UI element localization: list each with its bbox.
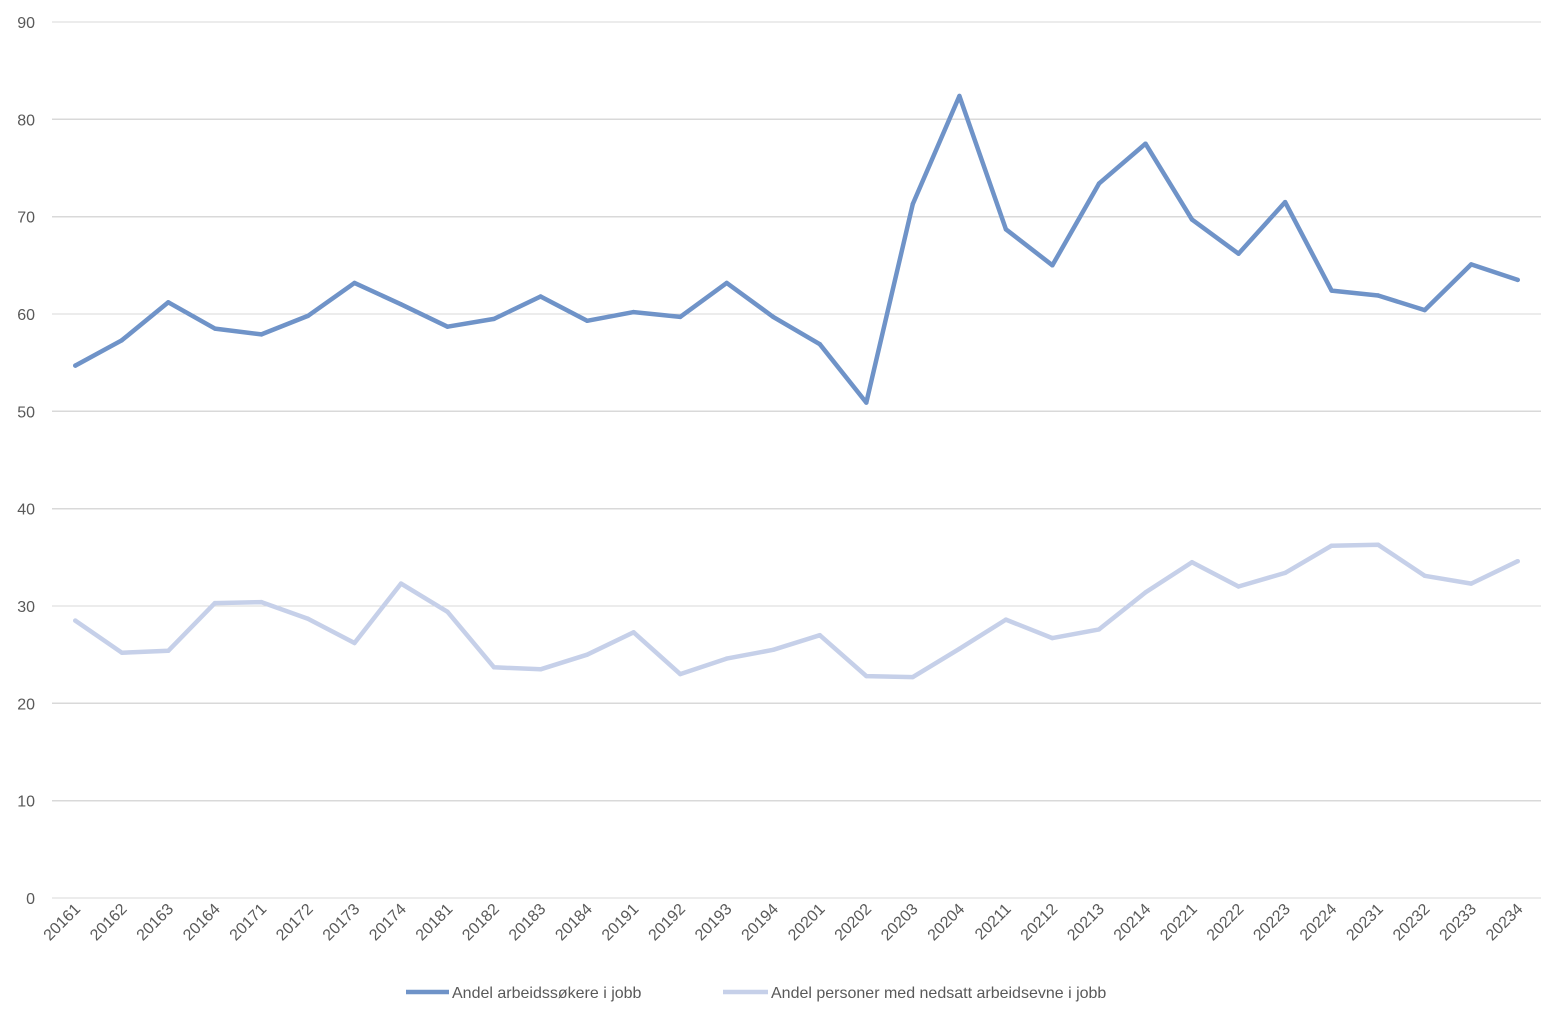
y-tick-label: 10 xyxy=(17,794,35,811)
data-point xyxy=(1003,227,1009,232)
data-point xyxy=(584,318,590,323)
data-point xyxy=(538,667,543,672)
data-point xyxy=(1515,559,1520,564)
data-point xyxy=(864,400,869,405)
data-point xyxy=(445,609,450,614)
data-point xyxy=(1329,288,1334,293)
data-point xyxy=(1282,199,1288,205)
data-point xyxy=(910,201,915,207)
data-point xyxy=(1375,293,1381,298)
data-point xyxy=(1003,617,1009,622)
data-point xyxy=(1096,181,1102,186)
data-point xyxy=(212,600,218,606)
data-point xyxy=(398,581,404,586)
legend-item-2: Andel personer med nedsatt arbeidsevne i… xyxy=(723,985,1106,1002)
y-tick-label: 70 xyxy=(17,210,35,227)
data-point xyxy=(445,324,450,329)
y-tick-label: 0 xyxy=(26,891,35,908)
legend: Andel arbeidssøkere i jobb Andel persone… xyxy=(406,985,1106,1002)
series-line-2 xyxy=(73,542,1520,680)
y-tick-label: 20 xyxy=(17,696,35,713)
series-lines xyxy=(73,93,1520,680)
data-point xyxy=(1282,570,1288,576)
data-point xyxy=(73,618,78,623)
legend-item-1: Andel arbeidssøkere i jobb xyxy=(406,985,642,1002)
data-point xyxy=(352,640,357,646)
data-point xyxy=(724,280,729,286)
data-point xyxy=(678,671,683,677)
data-point xyxy=(771,314,776,320)
data-point xyxy=(817,633,822,638)
y-axis-tick-labels: 0 10 20 30 40 50 60 70 80 90 xyxy=(17,15,35,908)
data-point xyxy=(259,599,264,605)
data-point xyxy=(724,656,729,661)
data-point xyxy=(678,314,683,320)
series-2 xyxy=(73,542,1520,680)
data-point xyxy=(1050,635,1055,641)
data-point xyxy=(119,650,125,655)
legend-label-2: Andel personer med nedsatt arbeidsevne i… xyxy=(771,985,1106,1002)
data-point xyxy=(864,673,869,679)
data-point xyxy=(771,647,776,652)
data-point xyxy=(1422,573,1427,578)
data-point xyxy=(73,363,78,368)
legend-label-1: Andel arbeidssøkere i jobb xyxy=(452,985,642,1002)
series-1 xyxy=(73,93,1520,405)
data-point xyxy=(1050,263,1055,268)
y-tick-label: 40 xyxy=(17,502,35,519)
gridlines xyxy=(52,21,1541,899)
data-point xyxy=(1189,560,1195,565)
data-point xyxy=(1469,262,1474,267)
series-line-1 xyxy=(73,93,1520,405)
y-tick-label: 60 xyxy=(17,307,35,324)
data-point xyxy=(1422,307,1427,313)
data-point xyxy=(491,665,497,670)
data-point xyxy=(305,313,311,319)
data-point xyxy=(584,652,590,657)
data-point xyxy=(1329,543,1334,548)
data-point xyxy=(398,302,404,307)
data-point xyxy=(910,674,915,680)
data-point xyxy=(1143,141,1148,146)
data-point xyxy=(119,338,125,343)
y-tick-label: 50 xyxy=(17,404,35,421)
data-point xyxy=(957,646,962,651)
data-point xyxy=(538,294,543,299)
y-tick-label: 80 xyxy=(17,112,35,129)
data-point xyxy=(352,280,357,286)
data-point xyxy=(166,648,171,653)
data-point xyxy=(957,93,962,99)
data-point xyxy=(1236,584,1241,589)
data-point xyxy=(212,326,218,331)
data-point xyxy=(259,332,264,337)
data-point xyxy=(1375,542,1381,547)
data-point xyxy=(817,342,822,347)
data-point xyxy=(631,309,636,315)
data-point xyxy=(1143,590,1148,595)
y-tick-label: 90 xyxy=(17,15,35,32)
data-point xyxy=(1469,581,1474,586)
data-point xyxy=(166,300,171,305)
data-point xyxy=(1236,251,1241,256)
y-tick-label: 30 xyxy=(17,599,35,616)
data-point xyxy=(305,616,311,621)
data-point xyxy=(491,316,497,322)
data-point xyxy=(1096,627,1102,632)
data-point xyxy=(1515,277,1520,283)
data-point xyxy=(1189,217,1195,222)
data-point xyxy=(631,630,636,635)
